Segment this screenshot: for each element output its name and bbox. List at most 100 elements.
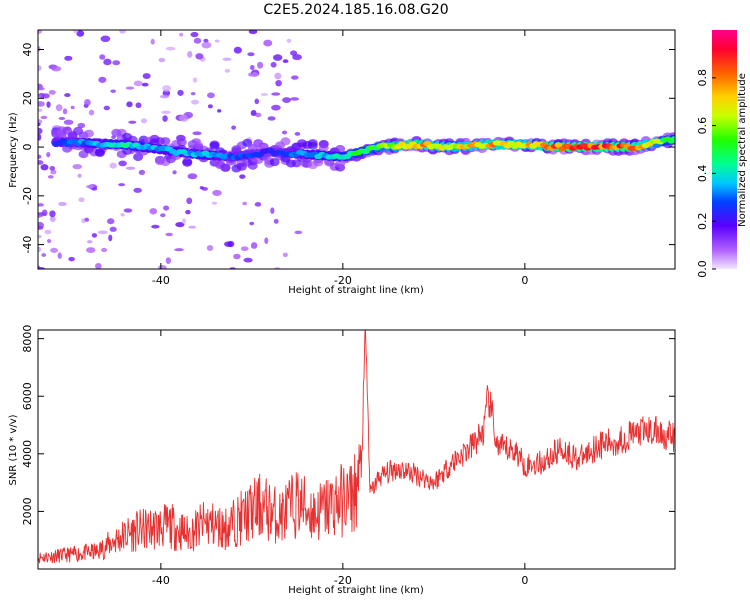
heatmap-speckle <box>248 30 258 35</box>
heatmap-speckle <box>270 61 277 68</box>
heatmap-speckle <box>46 101 51 108</box>
heatmap-speckle <box>273 218 279 224</box>
spectrogram-y-ticks: -40 -20 0 20 40 <box>21 43 675 254</box>
heatmap-speckle <box>119 30 126 34</box>
heatmap-speckle <box>271 92 281 96</box>
heatmap-speckle <box>227 240 235 248</box>
heatmap-speckle <box>190 92 196 96</box>
heatmap-speckle <box>294 131 301 136</box>
heatmap-halo-cell <box>176 138 187 147</box>
heatmap-speckle <box>91 233 98 238</box>
heatmap-speckle <box>70 105 75 110</box>
heatmap-speckle <box>133 187 142 193</box>
heatmap-halo-cell <box>160 137 171 146</box>
heatmap-speckle <box>243 257 253 263</box>
heatmap-speckle <box>163 205 170 211</box>
heatmap-speckle <box>224 69 231 73</box>
heatmap-speckle <box>160 213 166 218</box>
heatmap-halo-cell <box>209 140 220 149</box>
heatmap-speckle <box>98 76 107 83</box>
heatmap-halo-cell <box>94 148 105 157</box>
spectrogram-x-tick-label: -40 <box>152 274 170 287</box>
heatmap-speckle <box>141 82 149 87</box>
heatmap-speckle <box>195 53 204 60</box>
heatmap-speckle <box>38 45 41 52</box>
heatmap-speckle <box>161 110 171 115</box>
heatmap-speckle <box>125 86 135 90</box>
colorbar-ticks: 0.0 0.2 0.4 0.6 0.8 <box>696 69 716 278</box>
colorbar-tick-label: 0.6 <box>696 117 709 135</box>
heatmap-speckle <box>206 92 215 99</box>
heatmap-speckle <box>290 50 298 56</box>
snr-y-axis-label: SNR (10 * v/v) <box>8 414 19 485</box>
heatmap-speckle <box>51 66 62 72</box>
heatmap-speckle <box>58 201 67 207</box>
heatmap-speckle <box>84 217 90 222</box>
heatmap-speckle <box>73 30 79 34</box>
heatmap-speckle <box>193 37 202 44</box>
heatmap-speckle <box>125 166 136 170</box>
heatmap-speckle <box>267 116 276 121</box>
heatmap-speckle <box>190 31 199 38</box>
heatmap-speckle <box>201 41 212 49</box>
heatmap-speckle <box>108 234 113 242</box>
spectrogram-x-tick-label: 0 <box>521 274 528 287</box>
heatmap-speckle <box>257 61 264 69</box>
heatmap-speckle <box>222 57 232 61</box>
heatmap-speckle <box>57 252 62 260</box>
heatmap-speckle <box>118 160 127 167</box>
heatmap-speckle <box>263 39 273 47</box>
heatmap-speckle <box>255 112 262 118</box>
heatmap-speckle <box>264 237 269 245</box>
heatmap-speckle <box>242 201 248 206</box>
heatmap-speckle <box>158 57 166 63</box>
heatmap-speckle <box>38 221 44 229</box>
spectrogram-panel: -40 -20 0 -40 -20 0 20 40 Height of straight l… <box>8 29 676 296</box>
heatmap-speckle <box>38 133 42 141</box>
heatmap-speckle <box>38 234 42 239</box>
heatmap-speckle <box>62 108 68 115</box>
heatmap-speckle <box>38 101 45 107</box>
heatmap-speckle <box>181 218 187 224</box>
spectrogram-x-tick-label: -20 <box>334 274 352 287</box>
heatmap-speckle <box>212 189 222 197</box>
heatmap-speckle <box>254 202 262 207</box>
heatmap-speckle <box>49 210 56 218</box>
heatmap-speckle <box>46 152 51 158</box>
heatmap-speckle <box>177 89 184 96</box>
heatmap-speckle <box>271 104 281 111</box>
heatmap-speckle <box>282 252 288 258</box>
heatmap-speckle <box>40 115 48 120</box>
heatmap-speckle <box>179 32 184 37</box>
heatmap-halo-cell <box>133 152 144 161</box>
heatmap-speckle <box>128 120 137 124</box>
snr-x-tick-label: -20 <box>334 574 352 587</box>
heatmap-speckle <box>291 75 299 80</box>
snr-x-ticks: -40 -20 0 <box>152 330 528 587</box>
heatmap-speckle <box>38 154 42 159</box>
snr-x-tick-label: 0 <box>521 574 528 587</box>
heatmap-speckle <box>240 246 249 252</box>
heatmap-speckle <box>186 197 193 205</box>
heatmap-speckle <box>44 229 52 235</box>
heatmap-speckle <box>38 87 45 91</box>
heatmap-speckle <box>85 184 94 189</box>
heatmap-speckle <box>48 89 56 95</box>
heatmap-speckle <box>206 244 214 252</box>
heatmap-speckle <box>270 207 275 214</box>
heatmap-speckle <box>138 169 146 175</box>
heatmap-halo-cell <box>247 161 258 170</box>
heatmap-speckle <box>275 79 282 87</box>
heatmap-speckle <box>185 209 191 215</box>
heatmap-speckle <box>233 253 241 260</box>
heatmap-speckle <box>274 72 282 80</box>
heatmap-speckle <box>49 166 56 171</box>
heatmap-speckle <box>120 213 125 217</box>
heatmap-speckle <box>106 218 115 225</box>
heatmap-speckle <box>100 35 111 43</box>
heatmap-speckle <box>250 72 259 78</box>
heatmap-speckle <box>77 122 86 129</box>
heatmap-speckle <box>217 109 222 113</box>
heatmap-speckle <box>192 77 198 83</box>
heatmap-speckle <box>211 201 218 205</box>
